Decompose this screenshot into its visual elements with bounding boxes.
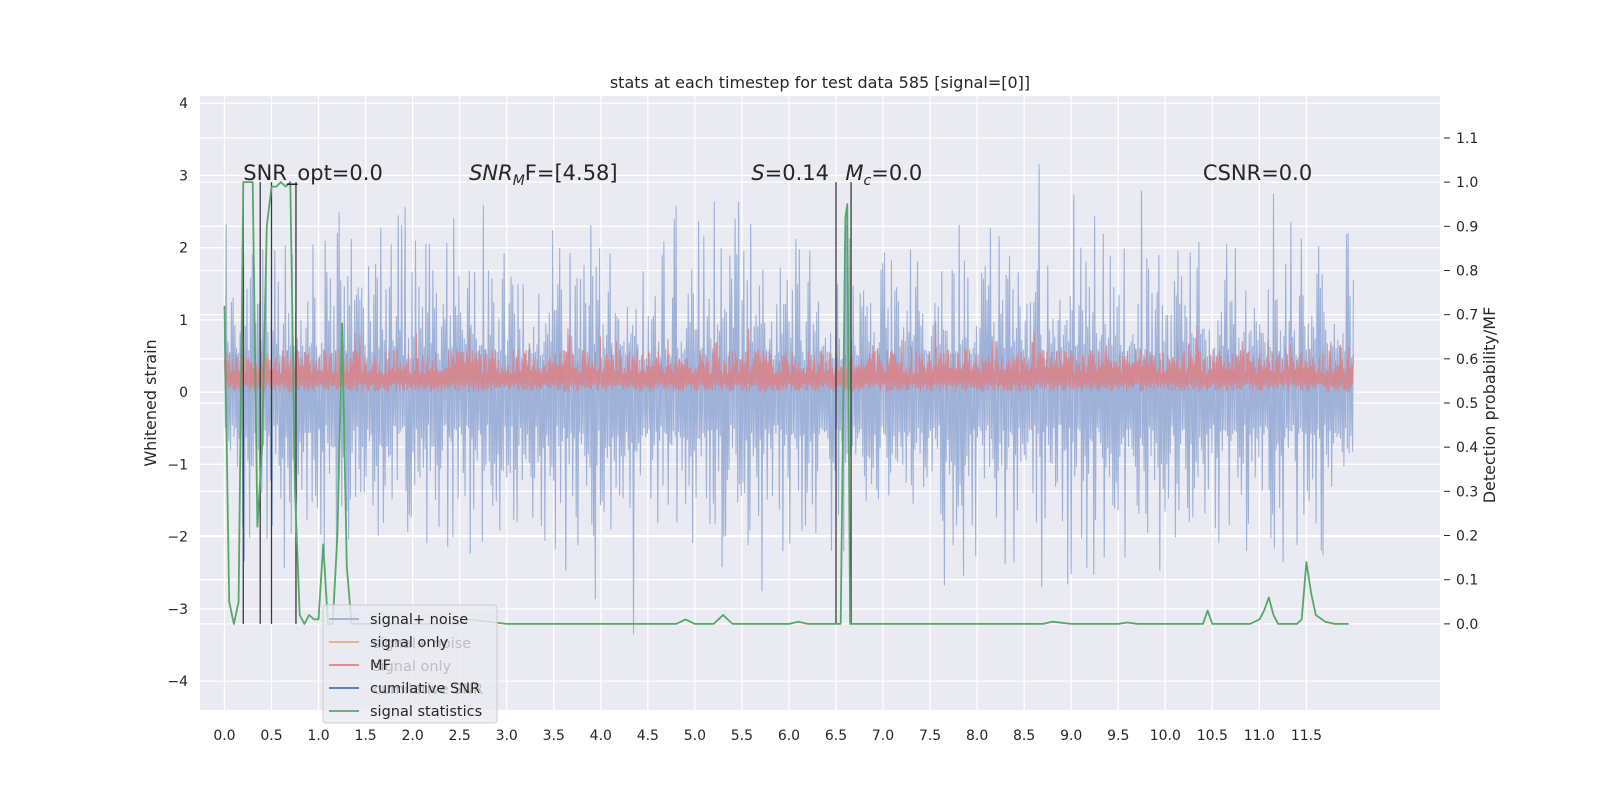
y-tick-labels: 4 3 2 1 0 −1 −2 −3 −4 [167, 96, 188, 690]
y-tick-label: 2 [179, 241, 188, 257]
x-tick-label: 9.0 [1060, 728, 1082, 744]
y2-axis-label: Detection probability/MF [1480, 307, 1499, 504]
x-tick-label: 8.0 [966, 728, 988, 744]
y2-tick-label: 0.7 [1456, 308, 1478, 324]
annotation: SNRMF=[4.58] [469, 161, 618, 189]
legend-label: MF [370, 658, 391, 674]
x-tick-label: 7.5 [919, 728, 941, 744]
y2-tick-label: 0.0 [1456, 617, 1478, 633]
y-tick-label: −2 [167, 530, 188, 546]
y-axis-label: Whitened strain [141, 339, 160, 466]
y2-tick-label: 0.3 [1456, 484, 1478, 500]
x-tick-label: 11.0 [1244, 728, 1275, 744]
x-tick-label: 1.0 [307, 728, 329, 744]
y2-tick-label: 1.1 [1456, 131, 1478, 147]
legend-label: signal only [370, 635, 449, 651]
x-tick-label: 3.5 [543, 728, 565, 744]
mf-line [223, 321, 1354, 393]
y2-tick-label: 0.5 [1456, 396, 1478, 412]
legend-ghost-label: cumilative SNR [373, 682, 483, 698]
x-tick-label: 5.5 [731, 728, 753, 744]
x-tick-label: 10.5 [1197, 728, 1228, 744]
x-tick-label: 4.5 [637, 728, 659, 744]
signal-noise-series [223, 164, 1354, 635]
y-tick-label: −3 [167, 602, 188, 618]
annotation: CSNR=0.0 [1203, 161, 1312, 185]
legend-ghost-label: signal+ noise [373, 636, 471, 652]
x-tick-label: 8.5 [1013, 728, 1035, 744]
legend-label: signal statistics [370, 704, 482, 720]
signal-noise-line [223, 164, 1354, 635]
mf-series [223, 321, 1354, 393]
annotation: Mc=0.0 [845, 161, 922, 189]
legend-box [322, 604, 498, 724]
x-tick-label: 6.5 [825, 728, 847, 744]
x-tick-label: 4.0 [590, 728, 612, 744]
chart-title: stats at each timestep for test data 585… [610, 73, 1030, 92]
annotations: SNR_opt=0.0 SNRMF=[4.58] S=0.14 Mc=0.0 CSNR=… [243, 161, 1312, 189]
y2-tick-label: 0.8 [1456, 263, 1478, 279]
annotation: S=0.14 [751, 161, 829, 185]
y2-tick-label: 0.9 [1456, 219, 1478, 235]
y2-tick-label: 0.1 [1456, 573, 1478, 589]
y2-tick-labels: 1.1 1.0 0.9 0.8 0.7 0.6 0.5 0.4 0.3 0.2 0.1 0.0 [1444, 131, 1478, 633]
legend-label: signal+ noise [370, 612, 468, 628]
x-tick-labels: 0.0 0.5 1.0 1.5 2.0 2.5 3.0 3.5 4.0 4.5 5.0 5.5 6.0 6… [213, 728, 1322, 744]
y-tick-label: −4 [167, 674, 188, 690]
y-tick-label: 1 [179, 313, 188, 329]
legend-ghost-label: signal only [373, 659, 452, 675]
x-tick-label: 3.0 [496, 728, 518, 744]
x-tick-label: 5.0 [684, 728, 706, 744]
x-tick-label: 1.5 [354, 728, 376, 744]
legend-label: cumilative SNR [370, 681, 480, 697]
x-tick-label: 6.0 [778, 728, 800, 744]
y2-tick-label: 0.4 [1456, 440, 1478, 456]
signal-statistics-line [223, 181, 1349, 625]
y-tick-label: 0 [179, 385, 188, 401]
y-tick-label: 3 [179, 168, 188, 184]
x-tick-label: 10.0 [1150, 728, 1181, 744]
y2-tick-label: 0.6 [1456, 352, 1478, 368]
y2-tick-label: 0.2 [1456, 529, 1478, 545]
y2-tick-label: 1.0 [1456, 175, 1478, 191]
x-tick-label: 0.0 [213, 728, 235, 744]
signal-statistics-series [223, 181, 1349, 625]
y-tick-label: −1 [167, 457, 188, 473]
x-tick-label: 7.0 [872, 728, 894, 744]
x-tick-label: 9.5 [1107, 728, 1129, 744]
annotation: SNR_opt=0.0 [243, 161, 383, 186]
x-tick-label: 2.0 [401, 728, 423, 744]
x-tick-label: 0.5 [260, 728, 282, 744]
x-tick-label: 2.5 [449, 728, 471, 744]
y-tick-label: 4 [179, 96, 188, 112]
x-tick-label: 11.5 [1291, 728, 1322, 744]
